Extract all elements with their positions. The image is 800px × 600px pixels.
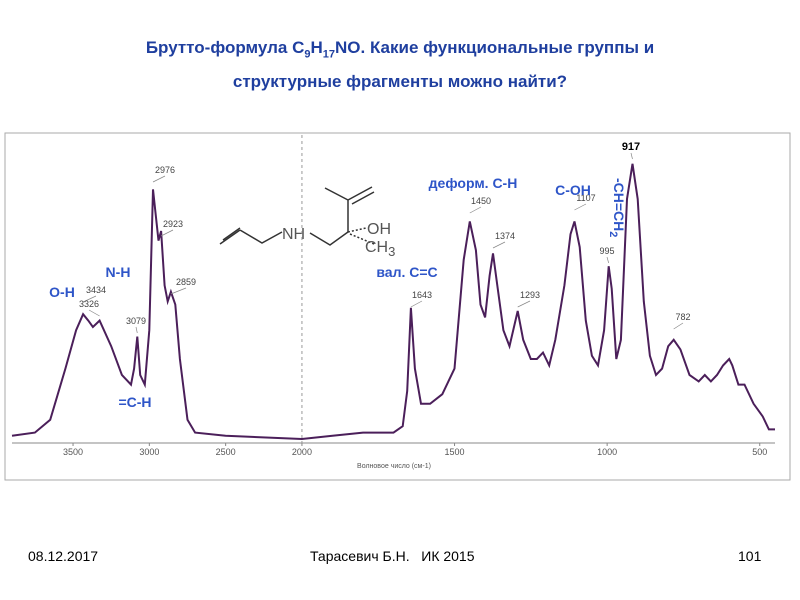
title-sub: 9 [304, 48, 311, 61]
peak-leader [152, 175, 166, 183]
x-axis-label: Волновое число (см-1) [357, 463, 431, 470]
peak-label: 3434 [86, 285, 106, 295]
bond [309, 186, 375, 246]
group-label: вал. C=C [376, 264, 437, 280]
peak-leader [170, 287, 187, 295]
peak-label: 1293 [520, 290, 540, 300]
x-tick-label: 3500 [63, 447, 83, 457]
group-label: деформ. C-H [429, 175, 518, 191]
title-sub: 17 [322, 48, 336, 61]
atom-label: OH [367, 221, 391, 238]
title-line: Брутто-формула C9H17NO. Какие функционал… [0, 34, 800, 68]
group-label: -CH=CH2 [607, 178, 627, 237]
peak-label: 995 [599, 246, 614, 256]
bond [347, 227, 375, 245]
atom-label: CH3 [365, 239, 395, 259]
peak-label: 1643 [412, 290, 432, 300]
x-tick-label: 1500 [445, 447, 465, 457]
x-tick-label: 2000 [292, 447, 312, 457]
peak-leader [630, 152, 633, 160]
peak-label: 2859 [176, 277, 196, 287]
title-text: Брутто-формула C [145, 38, 305, 57]
group-label: O-H [49, 284, 75, 300]
group-label: C-OH [555, 182, 591, 198]
peak-leader [82, 295, 97, 303]
peak-leader [517, 300, 531, 308]
x-tick-label: 3000 [139, 447, 159, 457]
peak-label: 2976 [155, 165, 175, 175]
peak-label: 917 [622, 141, 640, 153]
group-label-text: O-H [49, 284, 75, 300]
title-text: H [310, 38, 323, 57]
title: Брутто-формула C9H17NO. Какие функционал… [0, 34, 800, 96]
title-line: структурные фрагменты можно найти? [232, 72, 568, 92]
peak-leader [606, 256, 610, 264]
peak-leader [492, 241, 506, 249]
group-label: N-H [106, 264, 131, 280]
x-tick-label: 2500 [216, 447, 236, 457]
group-label-sub: 2 [607, 231, 619, 237]
peak-label: 3326 [79, 299, 99, 309]
peak-label: 2923 [163, 219, 183, 229]
group-label-text: =C-H [118, 394, 151, 410]
group-label-text: C-OH [555, 182, 591, 198]
peak-label: 3079 [126, 316, 146, 326]
peak-label: 1450 [471, 196, 491, 206]
peak-leader [160, 229, 174, 237]
peak-label: 1374 [495, 231, 515, 241]
x-tick-label: 1000 [597, 447, 617, 457]
structure [219, 186, 375, 246]
peak-leader [410, 300, 423, 308]
group-label-text: вал. C=C [376, 264, 437, 280]
group-label-text: N-H [106, 264, 131, 280]
footer-date: 08.12.2017 [28, 548, 99, 564]
group-label: =C-H [118, 394, 151, 410]
chart-frame [4, 132, 791, 481]
group-label-text: -CH=CH [611, 178, 627, 231]
peak-leader [469, 206, 482, 214]
atom-sub: 3 [388, 244, 395, 259]
peak-leader [574, 203, 587, 211]
atom-label: NH [282, 226, 305, 243]
group-label-text: деформ. C-H [429, 175, 518, 191]
footer-author: Тарасевич Б.Н. ИК 2015 [310, 548, 475, 564]
spectrum-line [11, 163, 775, 441]
peak-label: 782 [675, 312, 690, 322]
peak-leader [88, 309, 100, 317]
atom-label: CH [365, 239, 388, 256]
title-text: NO. Какие функциональные группы и [335, 38, 655, 57]
peak-leader [135, 326, 138, 334]
bond [219, 227, 283, 245]
footer-page: 101 [738, 548, 762, 564]
peak-label: 1107 [576, 193, 595, 203]
x-tick-label: 500 [752, 447, 767, 457]
peak-leader [673, 322, 684, 330]
